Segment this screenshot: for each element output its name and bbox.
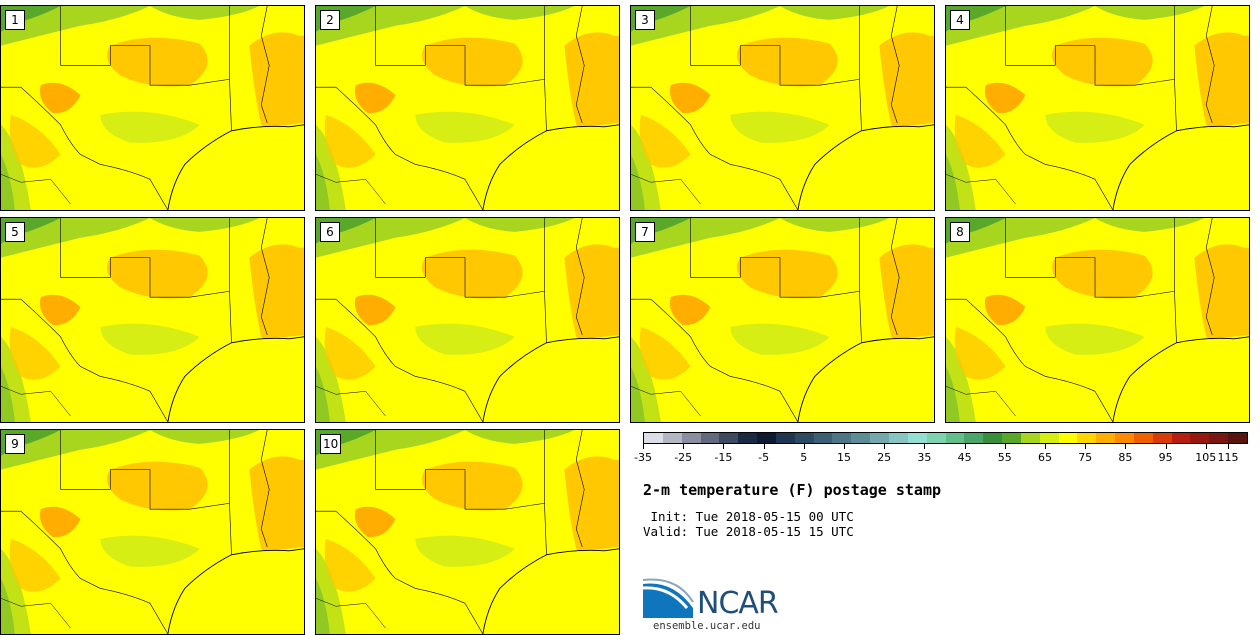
colorbar-tick-label: 5 [800, 451, 808, 464]
member-number-label: 4 [950, 10, 970, 30]
colorbar-tick [803, 444, 805, 449]
colorbar-tick-label: 35 [917, 451, 932, 464]
colorbar-tick [1205, 444, 1207, 449]
member-number-label: 8 [950, 222, 970, 242]
colorbar-tick [723, 444, 725, 449]
colorbar-tick [924, 444, 926, 449]
colorbar-swatch [1171, 433, 1191, 443]
colorbar-swatch [945, 433, 965, 443]
ensemble-member-map: 2 [315, 5, 620, 211]
colorbar-tick [964, 444, 966, 449]
colorbar-tick-label: 55 [997, 451, 1012, 464]
init-time: Init: Tue 2018-05-15 00 UTC [643, 509, 854, 524]
colorbar-swatch [964, 433, 984, 443]
colorbar-tick [843, 444, 845, 449]
ensemble-member-map: 8 [945, 217, 1250, 423]
colorbar-tick-label: 105 [1195, 451, 1217, 464]
colorbar-swatch [644, 433, 663, 443]
colorbar-swatch [681, 433, 701, 443]
colorbar-tick [1004, 444, 1006, 449]
colorbar-swatch [1002, 433, 1021, 443]
colorbar-tick [643, 444, 644, 449]
colorbar-swatch [1209, 433, 1229, 443]
colorbar-tick-label: 45 [957, 451, 972, 464]
colorbar-tick [884, 444, 886, 449]
colorbar-tick-label: -5 [758, 451, 770, 464]
member-number-label: 10 [320, 434, 342, 454]
ensemble-member-map: 3 [630, 5, 935, 211]
colorbar-swatch [926, 433, 946, 443]
colorbar-swatch [1133, 433, 1153, 443]
colorbar-swatch [775, 433, 795, 443]
member-number-label: 9 [5, 434, 25, 454]
ensemble-member-map: 4 [945, 5, 1250, 211]
colorbar-swatch [794, 433, 814, 443]
colorbar-swatch [1228, 433, 1247, 443]
colorbar-swatch [1039, 433, 1059, 443]
colorbar-swatch [757, 433, 776, 443]
ensemble-member-map: 6 [315, 217, 620, 423]
colorbar-swatch [888, 433, 908, 443]
colorbar-swatch [1020, 433, 1040, 443]
ensemble-member-map: 1 [0, 5, 305, 211]
member-number-label: 6 [320, 222, 340, 242]
colorbar-tick-label: 95 [1158, 451, 1173, 464]
colorbar-tick [1085, 444, 1087, 449]
colorbar-swatch [1058, 433, 1078, 443]
colorbar-tick-label: 85 [1118, 451, 1133, 464]
colorbar-swatch [870, 433, 889, 443]
colorbar-swatch [1115, 433, 1134, 443]
member-number-label: 3 [635, 10, 655, 30]
colorbar-tick-label: 15 [836, 451, 851, 464]
colorbar-tick-label: -15 [714, 451, 733, 464]
colorbar-swatch [983, 433, 1003, 443]
chart-title: 2-m temperature (F) postage stamp [643, 481, 942, 499]
member-number-label: 5 [5, 222, 25, 242]
colorbar-swatch [719, 433, 739, 443]
member-number-label: 2 [320, 10, 340, 30]
colorbar-ticks: -35 -25 -15 -5 5 15 25 35 45 55 65 75 85 95 105 115 [634, 444, 1248, 468]
colorbar-tick [763, 444, 765, 449]
colorbar-tick [1165, 444, 1167, 449]
colorbar-swatch [1190, 433, 1210, 443]
colorbar-swatch [1077, 433, 1097, 443]
colorbar-swatch [851, 433, 871, 443]
colorbar-tick-label: -35 [634, 451, 652, 464]
colorbar-tick [1125, 444, 1127, 449]
colorbar [643, 432, 1248, 444]
ensemble-member-map: 10 [315, 429, 620, 635]
colorbar-swatch [813, 433, 833, 443]
ncar-logo-text: NCAR [697, 586, 779, 621]
colorbar-swatch [907, 433, 927, 443]
colorbar-tick [1228, 444, 1229, 449]
colorbar-tick [683, 444, 685, 449]
colorbar-tick [1044, 444, 1046, 449]
site-url: ensemble.ucar.edu [653, 620, 761, 632]
colorbar-swatch [662, 433, 682, 443]
member-number-label: 1 [5, 10, 25, 30]
colorbar-swatch [832, 433, 852, 443]
member-number-label: 7 [635, 222, 655, 242]
colorbar-swatch [738, 433, 758, 443]
colorbar-tick-label: 25 [877, 451, 892, 464]
ncar-logo-icon [643, 578, 694, 618]
valid-time: Valid: Tue 2018-05-15 15 UTC [643, 524, 854, 539]
colorbar-swatch [700, 433, 720, 443]
colorbar-tick-label: 115 [1217, 451, 1239, 464]
colorbar-tick-label: -25 [674, 451, 693, 464]
ensemble-member-map: 7 [630, 217, 935, 423]
colorbar-swatch [1152, 433, 1172, 443]
colorbar-tick-label: 75 [1078, 451, 1093, 464]
ensemble-member-map: 9 [0, 429, 305, 635]
colorbar-tick-label: 65 [1037, 451, 1052, 464]
ensemble-member-map: 5 [0, 217, 305, 423]
colorbar-swatch [1096, 433, 1116, 443]
